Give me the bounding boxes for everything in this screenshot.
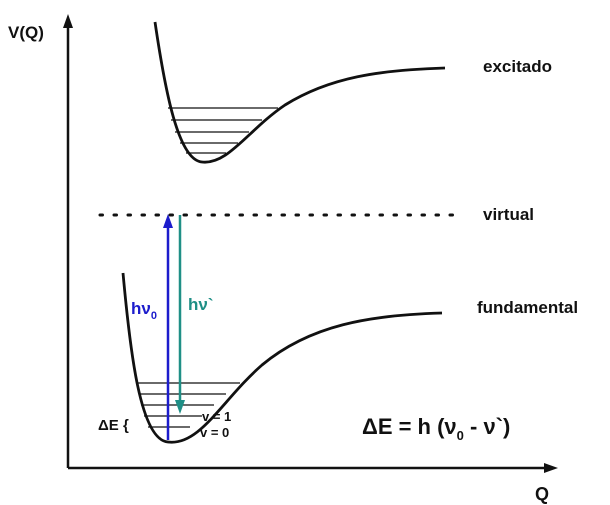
x-axis-arrow bbox=[544, 463, 558, 473]
scattered-photon-label: hν` bbox=[188, 295, 214, 314]
ground-state-label: fundamental bbox=[477, 298, 578, 317]
raman-shift-equation: ΔE = h (ν0 - ν`) bbox=[362, 414, 510, 443]
scattered-arrowhead bbox=[175, 400, 185, 414]
delta-e-label: ΔE { bbox=[98, 417, 129, 434]
v0-label: v = 0 bbox=[200, 425, 229, 440]
incident-arrowhead bbox=[163, 214, 173, 228]
excited-state-label: excitado bbox=[483, 57, 552, 76]
y-axis-arrow bbox=[63, 14, 73, 28]
y-axis-label: V(Q) bbox=[8, 23, 44, 42]
excited-vibrational-levels bbox=[168, 107, 278, 154]
x-axis-label: Q bbox=[535, 484, 549, 504]
v1-label: v = 1 bbox=[202, 409, 231, 424]
excited-state-curve bbox=[153, 21, 446, 164]
ground-state-curve bbox=[121, 272, 443, 444]
virtual-state-label: virtual bbox=[483, 205, 534, 224]
incident-photon-label: hν0 bbox=[131, 299, 157, 322]
